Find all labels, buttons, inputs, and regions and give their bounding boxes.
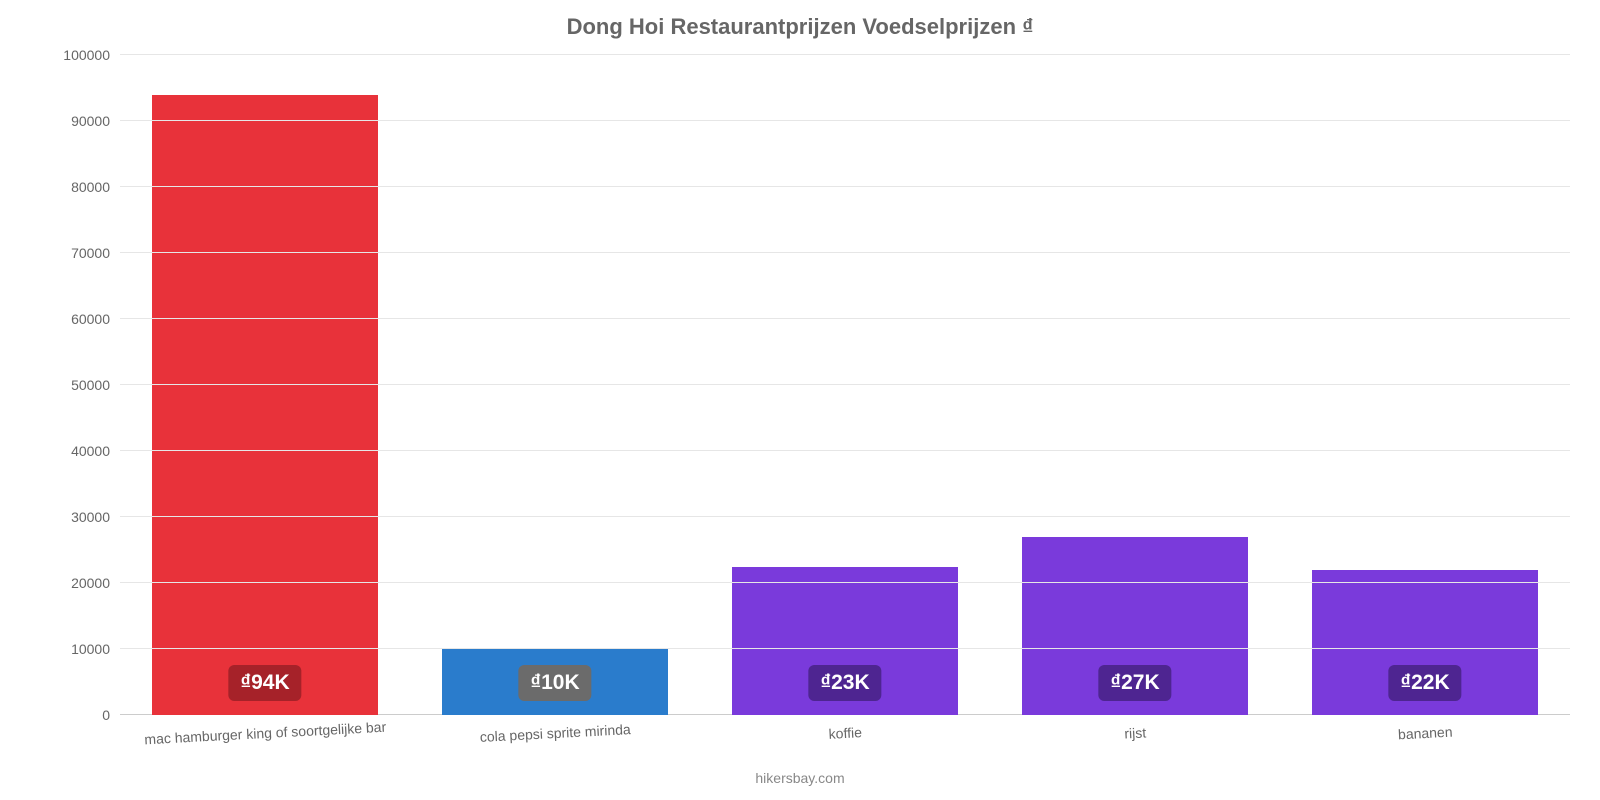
- grid-line: [120, 252, 1570, 253]
- bar-slot: ₫22Kbananen: [1280, 55, 1570, 715]
- grid-line: [120, 120, 1570, 121]
- grid-line: [120, 516, 1570, 517]
- y-tick-label: 20000: [71, 575, 120, 591]
- y-tick-label: 60000: [71, 311, 120, 327]
- bar-slot: ₫23Kkoffie: [700, 55, 990, 715]
- bar-value-label: ₫10K: [518, 665, 591, 701]
- chart-title: Dong Hoi Restaurantprijzen Voedselprijze…: [0, 0, 1600, 44]
- y-tick-label: 100000: [63, 47, 120, 63]
- attribution: hikersbay.com: [0, 770, 1600, 786]
- bars-row: ₫94Kmac hamburger king of soortgelijke b…: [120, 55, 1570, 715]
- y-tick-label: 40000: [71, 443, 120, 459]
- grid-line: [120, 450, 1570, 451]
- x-tick-label: koffie: [828, 714, 863, 742]
- y-tick-label: 50000: [71, 377, 120, 393]
- x-tick-label: rijst: [1123, 714, 1146, 741]
- bar-value-label: ₫94K: [228, 665, 301, 701]
- grid-line: [120, 318, 1570, 319]
- grid-line: [120, 186, 1570, 187]
- grid-line: [120, 648, 1570, 649]
- x-tick-label: bananen: [1397, 714, 1453, 743]
- plot-area: ₫94Kmac hamburger king of soortgelijke b…: [120, 55, 1570, 715]
- bar-value-label: ₫27K: [1098, 665, 1171, 701]
- y-tick-label: 30000: [71, 509, 120, 525]
- y-tick-label: 90000: [71, 113, 120, 129]
- grid-line: [120, 384, 1570, 385]
- y-tick-label: 80000: [71, 179, 120, 195]
- bar: ₫22K: [1312, 570, 1538, 715]
- bar-value-label: ₫22K: [1388, 665, 1461, 701]
- bar-slot: ₫27Krijst: [990, 55, 1280, 715]
- bar: ₫10K: [442, 649, 668, 715]
- grid-line: [120, 54, 1570, 55]
- y-tick-label: 10000: [71, 641, 120, 657]
- bar: ₫23K: [732, 567, 958, 716]
- y-tick-label: 70000: [71, 245, 120, 261]
- bar-value-label: ₫23K: [808, 665, 881, 701]
- bar-slot: ₫10Kcola pepsi sprite mirinda: [410, 55, 700, 715]
- bar: ₫27K: [1022, 537, 1248, 715]
- x-tick-label: cola pepsi sprite mirinda: [479, 711, 631, 745]
- grid-line: [120, 582, 1570, 583]
- bar-slot: ₫94Kmac hamburger king of soortgelijke b…: [120, 55, 410, 715]
- y-tick-label: 0: [102, 707, 120, 723]
- bar: ₫94K: [152, 95, 378, 715]
